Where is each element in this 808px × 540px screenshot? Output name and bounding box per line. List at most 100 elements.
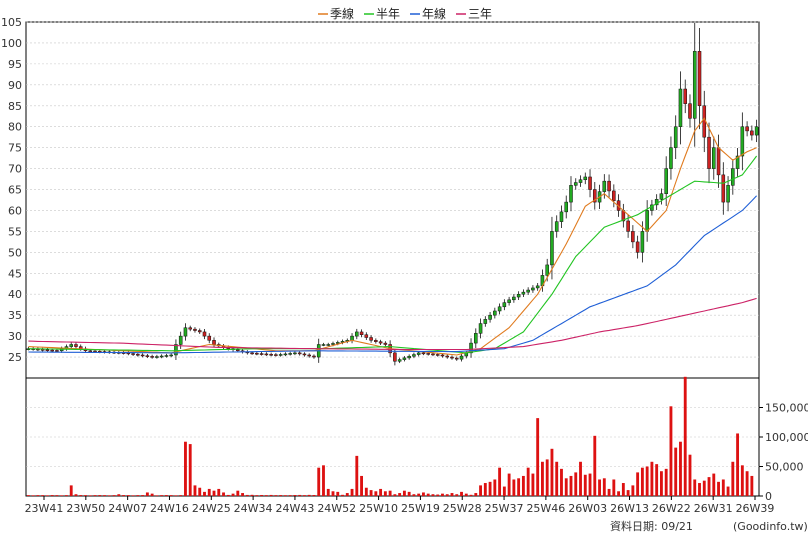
volume-bar xyxy=(245,494,249,496)
candle-body xyxy=(478,323,483,334)
candle-body xyxy=(183,327,188,337)
volume-bar xyxy=(645,466,649,496)
candle-body xyxy=(269,354,273,356)
volume-bar xyxy=(136,495,140,496)
candle-body xyxy=(426,353,430,355)
volume-bar xyxy=(345,493,349,496)
candle-body xyxy=(259,353,264,355)
candle-body xyxy=(69,344,73,347)
volume-bar xyxy=(307,494,311,496)
volume-bar xyxy=(203,491,206,496)
volume-bar xyxy=(693,479,697,496)
volume-bar xyxy=(107,495,111,496)
volume-bar xyxy=(326,488,330,496)
volume-bar xyxy=(593,435,597,496)
volume-bar xyxy=(155,495,159,496)
candle-body xyxy=(707,136,711,169)
candle-body xyxy=(516,293,521,298)
candle-body xyxy=(583,176,588,181)
candle-body xyxy=(212,340,216,345)
price-tick-label: 25 xyxy=(8,351,22,364)
volume-bar xyxy=(169,495,173,496)
x-tick-label: 25W46 xyxy=(526,502,565,515)
volume-bar xyxy=(640,467,644,496)
volume-bar xyxy=(293,494,297,496)
volume-bar xyxy=(698,483,701,496)
volume-tick-label: 150,000 xyxy=(765,402,808,415)
volume-bar xyxy=(250,494,254,496)
source-label: (Goodinfo.tw) xyxy=(733,520,808,533)
volume-bar xyxy=(336,491,340,496)
candle-body xyxy=(493,310,497,316)
candle-body xyxy=(74,344,78,347)
volume-bar xyxy=(455,494,459,496)
legend-label: 季線 xyxy=(330,6,354,21)
candle-body xyxy=(193,328,197,331)
price-tick-label: 80 xyxy=(8,121,22,134)
candle-body xyxy=(593,189,597,203)
candle-body xyxy=(197,330,202,333)
candle-body xyxy=(150,356,154,358)
candle-body xyxy=(331,343,335,345)
volume-bar xyxy=(598,479,601,496)
x-tick-label: 25W37 xyxy=(485,502,524,515)
volume-bar xyxy=(93,495,97,496)
candle-body xyxy=(554,221,559,232)
volume-bar xyxy=(412,494,416,496)
volume-bar xyxy=(588,473,592,496)
candle-body xyxy=(474,333,478,344)
x-axis: 23W41 23W50 24W07 24W16 24W25 24W34 24W43 24W52… xyxy=(25,496,774,515)
volume-bar xyxy=(84,495,87,496)
price-tick-label: 105 xyxy=(1,16,22,29)
candle-body xyxy=(288,353,292,355)
volume-bar xyxy=(560,468,563,496)
candle-body xyxy=(754,126,759,136)
volume-bar xyxy=(188,444,192,496)
candle-body xyxy=(559,211,564,222)
candle-body xyxy=(174,344,178,356)
volume-bar xyxy=(164,495,168,496)
candle-body xyxy=(731,168,735,186)
candle-body xyxy=(721,174,726,203)
volume-bar xyxy=(550,448,554,496)
volume-bar xyxy=(607,488,611,496)
volume-bar xyxy=(193,485,197,496)
volume-bar xyxy=(493,479,497,496)
ma-line-2 xyxy=(28,155,758,354)
x-tick-label: 26W03 xyxy=(568,502,607,515)
volume-bar xyxy=(579,461,582,496)
candle-body xyxy=(612,190,616,201)
x-tick-label: 24W34 xyxy=(234,502,273,515)
volume-bar xyxy=(383,491,387,496)
candle-body xyxy=(659,193,664,200)
volume-bar xyxy=(683,376,687,496)
volume-bar xyxy=(512,479,516,496)
candle-body xyxy=(50,349,54,352)
volume-bar xyxy=(369,490,373,496)
volume-bar xyxy=(174,495,178,496)
candle-body xyxy=(745,126,749,132)
price-tick-label: 75 xyxy=(8,142,22,155)
price-tick-label: 95 xyxy=(8,58,22,71)
volume-bar xyxy=(750,475,754,496)
candle-body xyxy=(483,319,488,324)
volume-bar xyxy=(431,494,435,496)
candle-body xyxy=(207,335,212,341)
volume-bar xyxy=(688,454,692,496)
candle-body xyxy=(412,354,416,357)
volume-bar xyxy=(103,495,106,496)
candle-body xyxy=(421,352,426,355)
volume-bar xyxy=(126,495,130,496)
price-tick-label: 55 xyxy=(8,225,22,238)
volume-bar xyxy=(341,494,344,496)
candle-body xyxy=(450,356,454,359)
candle-body xyxy=(397,359,402,362)
volume-bar xyxy=(721,479,725,496)
volume-bar xyxy=(531,473,535,496)
volume-bar xyxy=(436,494,440,496)
volume-bar xyxy=(402,490,406,496)
candle-body xyxy=(535,285,540,289)
x-tick-label: 24W07 xyxy=(108,502,147,515)
volume-tick-label: 0 xyxy=(765,490,772,503)
